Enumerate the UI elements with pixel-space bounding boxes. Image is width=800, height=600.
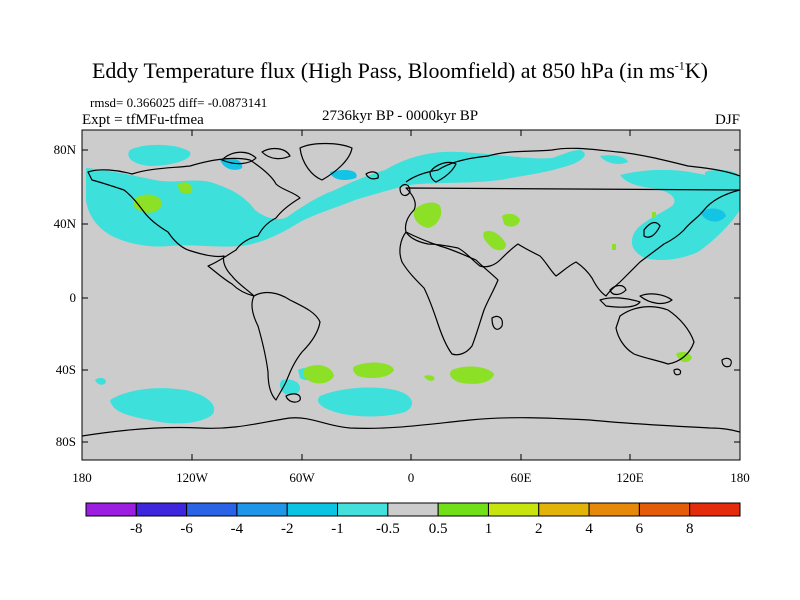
period-label: 2736kyr BP - 0000kyr BP bbox=[322, 108, 479, 124]
colorbar-box bbox=[135, 502, 188, 517]
experiment-label: Expt = tfMFu-tfmea bbox=[82, 112, 204, 128]
colorbar-label: -6 bbox=[180, 521, 193, 537]
colorbar-label: -4 bbox=[230, 521, 244, 537]
colorbar-box bbox=[588, 502, 640, 517]
colorbar-box bbox=[236, 502, 288, 517]
season-label: DJF bbox=[714, 112, 740, 128]
map-title: Eddy Temperature flux (High Pass, Bloomf… bbox=[91, 58, 708, 83]
axis-ticks bbox=[81, 130, 741, 460]
lat-label-80s: 80S bbox=[55, 434, 76, 449]
stats-text: rmsd= 0.366025 diff= -0.0873141 bbox=[90, 95, 268, 110]
lat-label-0: 0 bbox=[69, 290, 77, 305]
colorbar-box bbox=[689, 502, 741, 517]
colorbar-box bbox=[286, 502, 339, 517]
positive-anomaly-shading bbox=[133, 182, 692, 384]
colorbar-box bbox=[186, 502, 238, 517]
lon-label-120w: 120W bbox=[176, 470, 208, 485]
lon-label-180e: 180 bbox=[730, 470, 750, 485]
colorbar-label: 6 bbox=[635, 521, 644, 537]
colorbar-box bbox=[387, 502, 439, 517]
lon-label-60w: 60W bbox=[289, 470, 315, 485]
colorbar-label: -8 bbox=[130, 521, 143, 537]
colorbar-box bbox=[638, 502, 691, 517]
colorbar-label: 0.5 bbox=[428, 521, 448, 537]
lat-label-40n: 40N bbox=[53, 216, 76, 231]
colorbar-label: 4 bbox=[585, 521, 593, 537]
colorbar-label: 2 bbox=[535, 521, 543, 537]
lon-label-180w: 180 bbox=[72, 470, 92, 485]
colorbar-label: 1 bbox=[484, 521, 493, 537]
colorbar-label: 8 bbox=[685, 521, 694, 537]
coastlines bbox=[82, 142, 740, 437]
lon-label-120e: 120E bbox=[616, 470, 644, 485]
colorbar-box bbox=[85, 502, 137, 517]
lat-label-40s: 40S bbox=[55, 362, 76, 377]
colorbar bbox=[85, 502, 741, 517]
lon-label-0: 0 bbox=[407, 470, 415, 485]
colorbar-label: -0.5 bbox=[375, 521, 400, 537]
lat-label-80n: 80N bbox=[53, 142, 76, 157]
colorbar-box bbox=[487, 502, 540, 517]
colorbar-box bbox=[437, 502, 489, 517]
lon-label-60e: 60E bbox=[510, 470, 532, 485]
colorbar-box bbox=[337, 502, 389, 517]
colorbar-label: -2 bbox=[280, 521, 294, 537]
colorbar-label: -1 bbox=[331, 521, 344, 537]
colorbar-box bbox=[538, 502, 590, 517]
